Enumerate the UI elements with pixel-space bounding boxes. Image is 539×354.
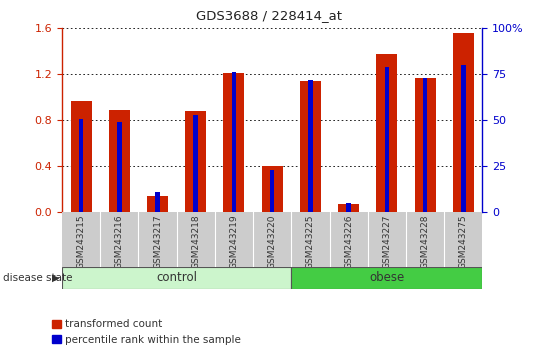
Text: disease state: disease state [3,273,72,283]
Bar [155,192,160,212]
Bar [347,203,351,212]
Text: GSM243275: GSM243275 [459,214,468,269]
Bar [117,122,122,212]
Bar [71,101,92,212]
Bar [270,170,274,212]
Bar [109,110,130,212]
Text: control: control [156,272,197,284]
Bar [461,65,466,212]
Text: ▶: ▶ [52,273,59,283]
Bar [308,80,313,212]
Legend: transformed count, percentile rank within the sample: transformed count, percentile rank withi… [49,315,245,349]
Bar [147,196,168,212]
Text: GSM243228: GSM243228 [420,214,430,269]
Bar [185,111,206,212]
Text: GSM243216: GSM243216 [115,214,124,269]
Bar [194,115,198,212]
Bar [453,33,474,212]
Bar [376,54,397,212]
Bar [291,267,482,289]
Bar [79,119,84,212]
Bar [338,204,359,212]
Text: GDS3688 / 228414_at: GDS3688 / 228414_at [197,9,342,22]
Bar [414,78,436,212]
Bar [300,81,321,212]
Bar [384,67,389,212]
Text: GSM243215: GSM243215 [77,214,86,269]
Text: GSM243225: GSM243225 [306,214,315,269]
Text: obese: obese [369,272,404,284]
Text: GSM243227: GSM243227 [382,214,391,269]
Text: GSM243219: GSM243219 [230,214,238,269]
Text: GSM243217: GSM243217 [153,214,162,269]
Bar [262,166,283,212]
Bar [423,78,427,212]
Bar [62,267,291,289]
Text: GSM243218: GSM243218 [191,214,201,269]
Text: GSM243220: GSM243220 [268,214,277,269]
Bar [232,73,236,212]
Text: GSM243226: GSM243226 [344,214,353,269]
Bar [224,73,245,212]
